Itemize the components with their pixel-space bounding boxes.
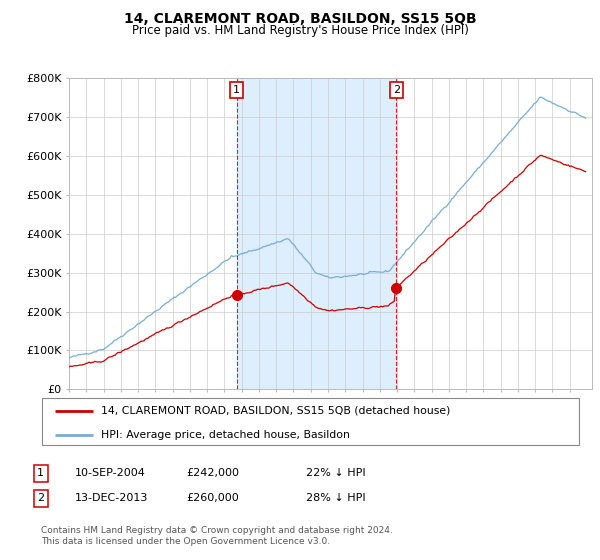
Text: 1: 1	[233, 85, 240, 95]
Text: Price paid vs. HM Land Registry's House Price Index (HPI): Price paid vs. HM Land Registry's House …	[131, 24, 469, 36]
Text: 22% ↓ HPI: 22% ↓ HPI	[306, 468, 365, 478]
Text: £242,000: £242,000	[186, 468, 239, 478]
Text: £260,000: £260,000	[186, 493, 239, 503]
Text: Contains HM Land Registry data © Crown copyright and database right 2024.
This d: Contains HM Land Registry data © Crown c…	[41, 526, 392, 546]
Text: 10-SEP-2004: 10-SEP-2004	[75, 468, 146, 478]
Text: 14, CLAREMONT ROAD, BASILDON, SS15 5QB: 14, CLAREMONT ROAD, BASILDON, SS15 5QB	[124, 12, 476, 26]
Text: 14, CLAREMONT ROAD, BASILDON, SS15 5QB (detached house): 14, CLAREMONT ROAD, BASILDON, SS15 5QB (…	[101, 406, 451, 416]
Text: HPI: Average price, detached house, Basildon: HPI: Average price, detached house, Basi…	[101, 430, 350, 440]
Bar	[236, 78, 397, 389]
Text: 2: 2	[37, 493, 44, 503]
Text: 13-DEC-2013: 13-DEC-2013	[75, 493, 148, 503]
Text: 1: 1	[37, 468, 44, 478]
FancyBboxPatch shape	[42, 398, 579, 445]
Text: 2: 2	[393, 85, 400, 95]
Text: 28% ↓ HPI: 28% ↓ HPI	[306, 493, 365, 503]
